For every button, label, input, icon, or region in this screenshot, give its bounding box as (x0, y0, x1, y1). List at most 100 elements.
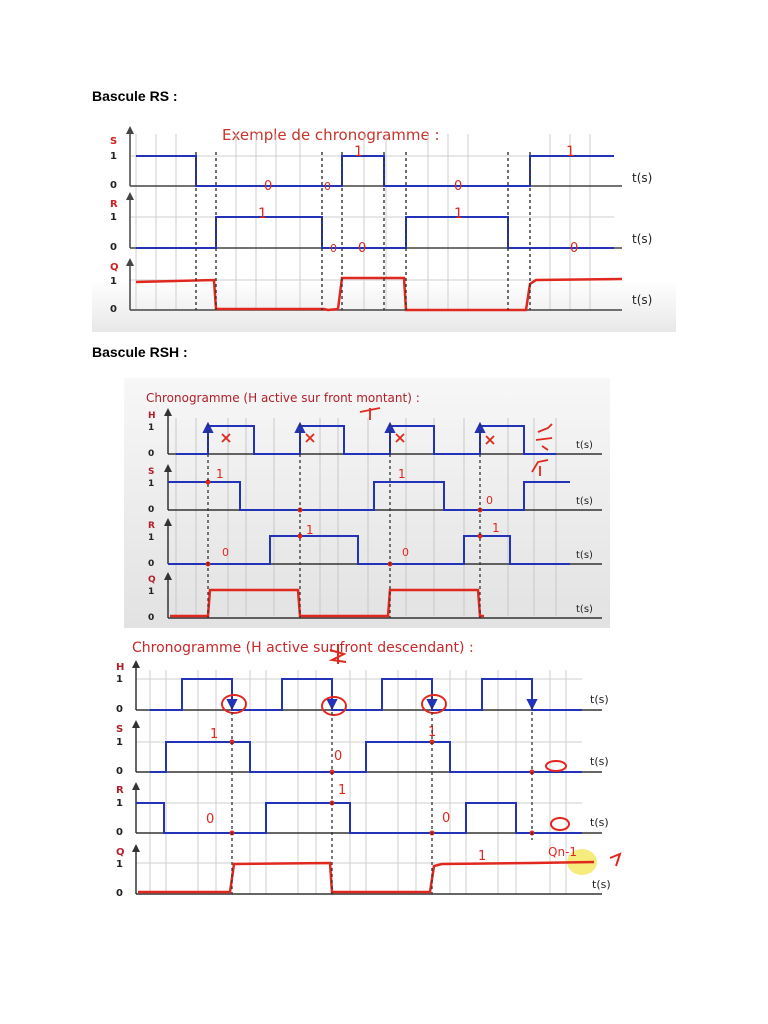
rsh-rising-r-track: R 1 0 t(s) 0 1 0 1 (148, 518, 602, 569)
rsh-rising-guide-lines (207, 424, 481, 618)
rsh-falling-s-axis-label: t(s) (590, 755, 609, 768)
rs-r-zero: 0 (110, 242, 117, 253)
rsh-falling-guide-lines (231, 706, 533, 894)
rs-r-note: 0 (570, 241, 578, 256)
rs-r-note: 0 (358, 241, 366, 256)
handwritten-zero-icon (550, 817, 570, 831)
falling-edge-arrow-icon (226, 682, 538, 711)
rs-r-label: R (110, 199, 118, 210)
rs-s-note: 1 (566, 144, 575, 160)
rs-s-note: 0 (324, 180, 331, 193)
rsh-falling-r-zero: 0 (116, 827, 123, 838)
rsh-falling-title: Chronogramme (H active sur front descend… (132, 640, 474, 656)
rsh-rising-q-axis-label: t(s) (576, 604, 593, 615)
rsh-falling-chronogram: Chronogramme (H active sur front descend… (112, 630, 632, 902)
rsh-rising-h-label: H (148, 411, 156, 421)
rsh-rising-r-note: 0 (402, 546, 409, 559)
rsh-rising-r-note: 1 (306, 523, 314, 537)
rs-r-axis-label: t(s) (632, 232, 652, 246)
rsh-falling-q-label: Q (116, 847, 125, 858)
rs-title: Exemple de chronogramme : (222, 126, 440, 144)
circled-edge-icon (221, 694, 447, 716)
rsh-rising-r-note: 1 (492, 521, 500, 535)
rsh-rising-s-note: 1 (398, 467, 406, 481)
rsh-falling-s-zero: 0 (116, 766, 123, 777)
rsh-rising-s-axis-label: t(s) (576, 496, 593, 507)
rs-q-axis-label: t(s) (632, 293, 652, 307)
rsh-rising-r-label: R (148, 521, 155, 531)
rsh-rising-s-note: 0 (486, 494, 493, 507)
rsh-falling-h-waveform (150, 678, 582, 711)
sample-point (297, 533, 303, 539)
rs-s-note: 0 (454, 179, 462, 194)
rsh-rising-s-note: 1 (216, 467, 224, 481)
rising-edge-symbol-icon (531, 459, 549, 476)
rising-edge-symbol-icon (359, 407, 381, 420)
rsh-falling-q-track: Q 1 0 t(s) 1 Qn-1 (116, 844, 622, 899)
rsh-falling-q-waveform (138, 860, 595, 894)
rsh-rising-chronogram: Chronogramme (H active sur front montant… (124, 378, 610, 628)
rsh-falling-r-axis-label: t(s) (590, 816, 609, 829)
rs-s-note: 0 (264, 179, 272, 194)
rsh-falling-q-note: 1 (478, 849, 486, 864)
rsh-rising-h-axis-label: t(s) (576, 440, 593, 451)
rsh-rising-r-zero: 0 (148, 559, 154, 569)
rsh-rising-q-label: Q (148, 575, 156, 585)
rs-q-label: Q (110, 262, 119, 273)
rs-r-track: R 1 0 t(s) 1 0 0 1 0 (110, 192, 652, 256)
rs-r-note: 1 (454, 206, 463, 222)
rsh-rising-q-one: 1 (148, 587, 154, 597)
rsh-falling-r-label: R (116, 785, 124, 796)
rsh-falling-s-waveform (150, 741, 582, 773)
sample-point (477, 533, 483, 539)
figure-background (124, 378, 610, 628)
rsh-falling-s-note: 0 (334, 749, 342, 764)
rsh-rising-grid (175, 418, 557, 616)
rs-r-one: 1 (110, 212, 117, 223)
rsh-rising-r-one: 1 (148, 533, 154, 543)
rs-q-zero: 0 (110, 304, 117, 315)
heading-bascule-rsh: Bascule RSH : (92, 344, 188, 360)
rsh-falling-r-note: 1 (338, 783, 346, 798)
falling-edge-symbol-icon (328, 644, 347, 664)
rsh-falling-r-note: 0 (442, 811, 450, 826)
rsh-falling-h-zero: 0 (116, 704, 123, 715)
rsh-falling-r-waveform (136, 802, 582, 834)
rsh-falling-h-label: H (116, 662, 124, 673)
rsh-falling-h-track: H 1 0 t(s) (116, 644, 609, 716)
handwritten-zero-icon (545, 760, 567, 772)
rsh-rising-h-zero: 0 (148, 449, 154, 459)
rsh-rising-s-waveform (168, 481, 570, 511)
rsh-falling-r-note: 0 (206, 812, 214, 827)
rs-s-axis-label: t(s) (632, 171, 652, 185)
rsh-rising-q-track: Q 1 0 t(s) (148, 572, 602, 623)
rs-s-label: S (110, 136, 117, 147)
rs-s-one: 1 (110, 151, 117, 162)
rsh-falling-h-axis-label: t(s) (590, 693, 609, 706)
rsh-falling-s-note: 1 (210, 727, 218, 742)
rsh-rising-s-one: 1 (148, 479, 154, 489)
figure-background (112, 630, 632, 902)
sample-point (205, 479, 211, 485)
rsh-rising-r-waveform (168, 535, 570, 565)
rs-chronogram: Exemple de chronogramme : S 1 0 t(s) 0 0… (92, 124, 676, 332)
rs-s-note: 1 (354, 144, 363, 160)
rsh-rising-s-label: S (148, 467, 154, 477)
rsh-falling-r-one: 1 (116, 798, 123, 809)
rsh-rising-h-one: 1 (148, 423, 154, 433)
rsh-falling-h-one: 1 (116, 674, 123, 685)
rsh-falling-s-label: S (116, 724, 123, 735)
rs-s-zero: 0 (110, 180, 117, 191)
rsh-rising-h-track: H 1 0 t(s) (148, 407, 602, 459)
heading-bascule-rs: Bascule RS : (92, 88, 178, 104)
rsh-falling-r-track: R 1 0 t(s) 0 1 0 (116, 782, 609, 838)
rsh-rising-q-waveform (170, 588, 484, 618)
cross-mark-icon (221, 433, 495, 445)
rsh-falling-q-zero: 0 (116, 888, 123, 899)
rs-r-note: 1 (258, 206, 267, 222)
rs-r-note: 0 (330, 242, 337, 255)
rsh-falling-q-note: Qn-1 (548, 845, 577, 859)
rs-q-one: 1 (110, 276, 117, 287)
rsh-falling-q-axis-label: t(s) (592, 878, 611, 891)
rsh-falling-s-one: 1 (116, 737, 123, 748)
